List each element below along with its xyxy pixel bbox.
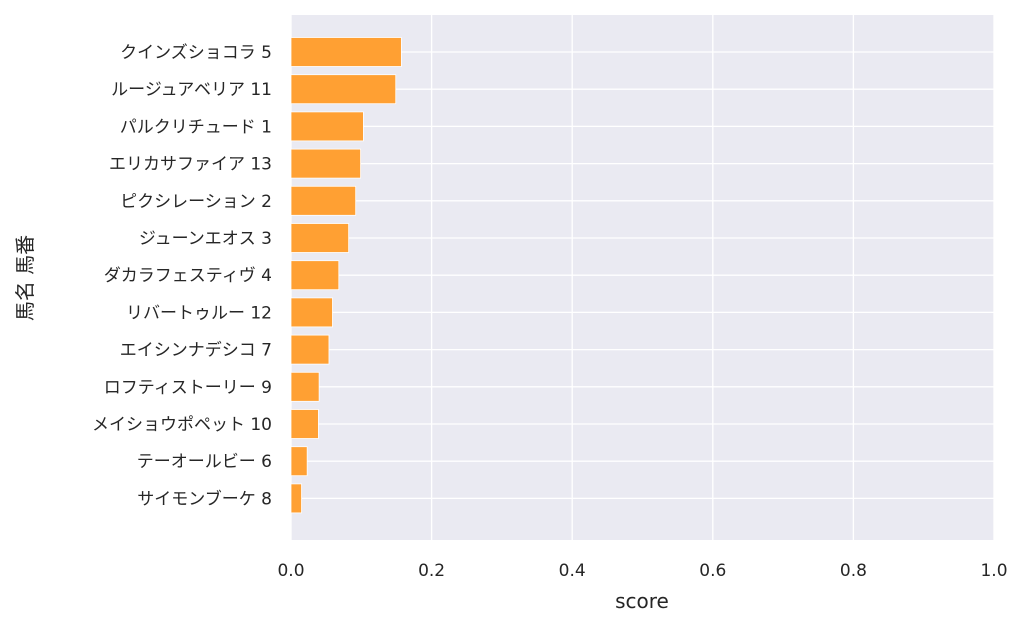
bar — [290, 409, 319, 439]
x-tick-label: 0.4 — [559, 561, 586, 581]
y-tick-label: ピクシレーション 2 — [120, 192, 272, 212]
x-tick-label: 0.0 — [277, 561, 304, 581]
gridlines — [290, 15, 995, 540]
y-tick-label: クインズショコラ 5 — [120, 43, 272, 63]
y-tick-label: サイモンブーケ 8 — [137, 488, 272, 509]
y-tick-label: ルージュアベリア 11 — [111, 80, 272, 100]
y-axis-title: 馬名 馬番 — [13, 235, 37, 321]
x-tick-labels: 0.0 0.2 0.4 0.6 0.8 1.0 — [277, 561, 1007, 581]
bar — [290, 483, 302, 514]
y-tick-label: エイシンナデシコ 7 — [120, 340, 272, 361]
y-tick-label: パルクリチュード 1 — [120, 117, 272, 137]
bar — [290, 74, 397, 105]
x-axis-title: score — [615, 589, 669, 613]
bar — [290, 37, 402, 67]
y-tick-label: リバートゥルー 12 — [126, 303, 272, 323]
bar — [290, 297, 333, 328]
y-tick-label: ロフティストーリー 9 — [104, 378, 272, 398]
bar — [290, 148, 361, 179]
bar — [290, 111, 364, 142]
bar — [290, 185, 357, 216]
bar — [290, 446, 308, 477]
x-tick-label: 0.2 — [418, 561, 445, 581]
y-tick-label: メイショウポペット 10 — [92, 415, 272, 435]
y-tick-label: ダカラフェスティヴ 4 — [104, 266, 272, 286]
bar — [290, 260, 340, 291]
y-tick-labels: クインズショコラ 5 ルージュアベリア 11 パルクリチュード 1 エリカサファイア … — [92, 43, 272, 509]
plot-background — [291, 15, 994, 540]
y-tick-label: エリカサファイア 13 — [109, 155, 272, 175]
bar — [290, 371, 320, 402]
x-tick-label: 1.0 — [980, 561, 1007, 581]
x-tick-label: 0.6 — [699, 561, 726, 581]
bar — [290, 334, 330, 365]
y-tick-label: テーオールビー 6 — [137, 452, 272, 472]
x-tick-label: 0.8 — [840, 561, 867, 581]
bars — [290, 37, 402, 514]
y-tick-label: ジューンエオス 3 — [139, 229, 272, 249]
bar — [290, 223, 350, 253]
